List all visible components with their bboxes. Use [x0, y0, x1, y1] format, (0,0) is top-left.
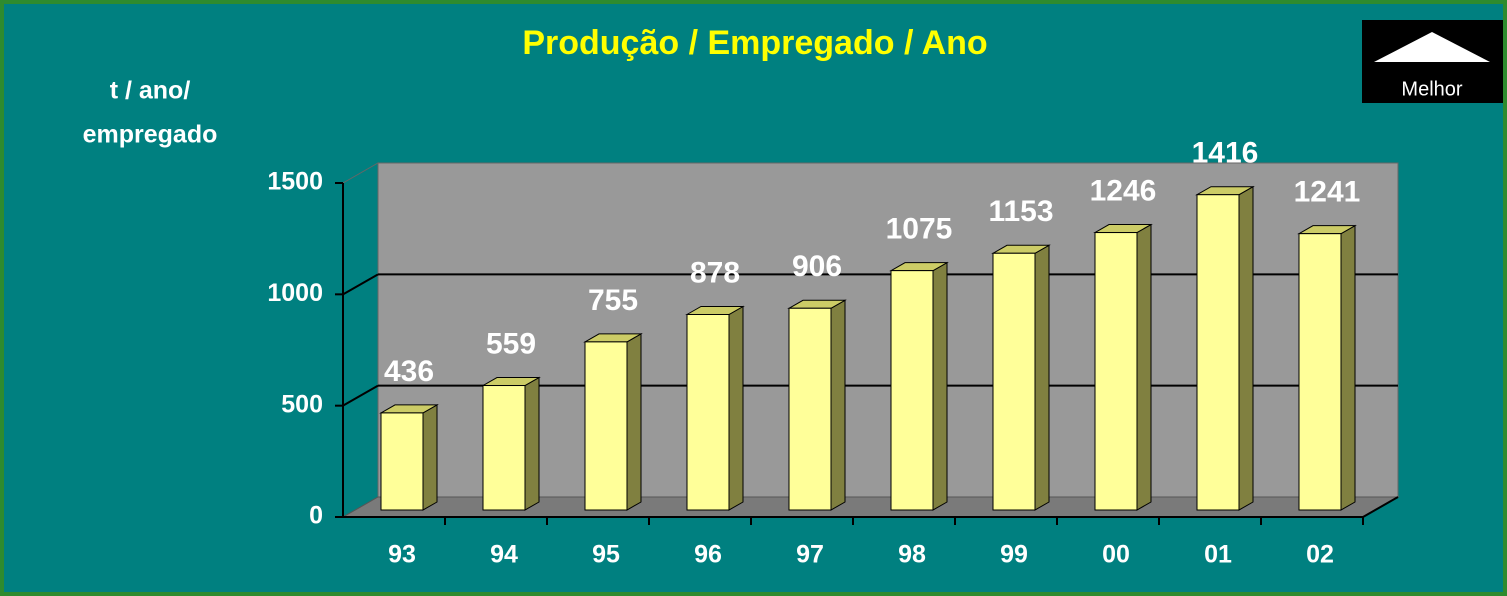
side-wall	[342, 162, 379, 518]
y-tick-label: 1500	[267, 168, 323, 196]
bar-front	[380, 412, 424, 511]
bar-front	[482, 385, 526, 511]
bar-front	[788, 307, 832, 511]
y-axis-label: empregado	[83, 121, 218, 149]
bar-front	[686, 313, 730, 511]
value-label: 559	[486, 327, 536, 360]
bar-front	[890, 270, 934, 511]
better-arrow	[1374, 32, 1490, 62]
bar	[481, 376, 541, 511]
bar-side	[422, 404, 438, 511]
x-tick-label: 96	[694, 541, 722, 569]
x-tick-label: 02	[1306, 541, 1334, 569]
grid-line	[342, 273, 379, 296]
x-axis-depth	[1362, 496, 1399, 518]
y-tick-label: 1000	[267, 279, 323, 307]
bar	[1297, 224, 1357, 511]
value-label: 1153	[988, 195, 1053, 228]
bar	[379, 404, 439, 511]
x-tick-label: 00	[1102, 541, 1130, 569]
x-tick-label: 01	[1204, 541, 1232, 569]
bar-side	[1238, 185, 1254, 511]
bar-side	[1034, 244, 1050, 511]
value-label: 1241	[1294, 176, 1361, 209]
bar-side	[524, 376, 540, 511]
value-label: 755	[588, 284, 638, 317]
y-axis-label: t / ano/	[110, 77, 191, 105]
bar	[1093, 223, 1153, 511]
bar-front	[1298, 233, 1342, 511]
better-label: Melhor	[1401, 78, 1462, 100]
bar-side	[932, 261, 948, 511]
value-label: 436	[384, 355, 434, 388]
y-tick-label: 0	[309, 502, 323, 530]
bar-side	[626, 333, 642, 511]
bar-side	[1136, 223, 1152, 511]
x-tick-label: 99	[1000, 541, 1028, 569]
bar-front	[1196, 194, 1240, 511]
bar-side	[830, 299, 846, 511]
value-label: 1246	[1090, 174, 1157, 207]
value-label: 878	[690, 256, 740, 289]
bar	[889, 261, 949, 511]
bar	[991, 244, 1051, 511]
y-tick-label: 500	[281, 390, 323, 418]
value-label: 1075	[886, 213, 953, 246]
bar	[685, 305, 745, 511]
bar	[583, 333, 643, 511]
x-tick-label: 97	[796, 541, 824, 569]
value-label: 1416	[1192, 137, 1259, 170]
bar-front	[584, 341, 628, 511]
bar	[1195, 185, 1255, 511]
x-tick-label: 95	[592, 541, 620, 569]
grid-line	[342, 384, 379, 407]
bar-side	[1340, 224, 1356, 511]
bar-side	[728, 305, 744, 511]
x-tick-label: 94	[490, 541, 518, 569]
x-tick-label: 93	[388, 541, 416, 569]
bar-front	[992, 252, 1036, 511]
chart-title: Produção / Empregado / Ano	[522, 24, 987, 62]
bar	[787, 299, 847, 511]
x-tick-label: 98	[898, 541, 926, 569]
value-label: 906	[792, 250, 842, 283]
bar-front	[1094, 232, 1138, 511]
